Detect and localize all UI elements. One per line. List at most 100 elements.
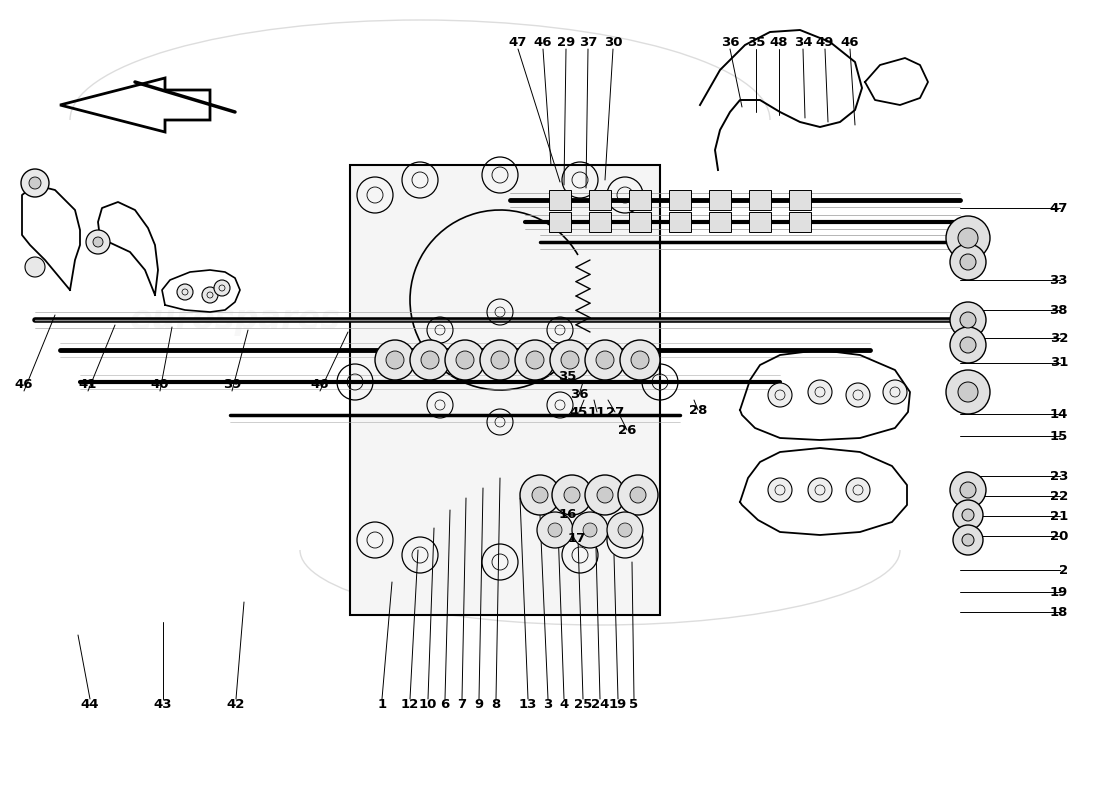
Text: 49: 49 [816, 37, 834, 50]
Circle shape [946, 370, 990, 414]
Text: 19: 19 [1049, 586, 1068, 598]
Text: 35: 35 [747, 37, 766, 50]
Text: 1: 1 [377, 698, 386, 711]
Text: 32: 32 [1049, 331, 1068, 345]
Text: 24: 24 [591, 698, 609, 711]
Bar [710, 190, 732, 210]
Text: 9: 9 [474, 698, 484, 711]
Bar [549, 212, 571, 232]
Circle shape [177, 284, 192, 300]
Text: 47: 47 [509, 37, 527, 50]
Circle shape [950, 472, 986, 508]
Circle shape [768, 383, 792, 407]
Text: 36: 36 [570, 389, 589, 402]
Text: 17: 17 [568, 531, 586, 545]
Bar [789, 212, 811, 232]
Circle shape [808, 478, 832, 502]
Circle shape [950, 302, 986, 338]
Text: 20: 20 [1049, 530, 1068, 542]
Circle shape [620, 340, 660, 380]
Text: 48: 48 [770, 37, 789, 50]
Text: 12: 12 [400, 698, 419, 711]
Text: 11: 11 [587, 406, 606, 418]
Circle shape [86, 230, 110, 254]
Circle shape [597, 487, 613, 503]
Text: 6: 6 [440, 698, 450, 711]
Bar [588, 190, 610, 210]
Circle shape [946, 216, 990, 260]
Text: 25: 25 [574, 698, 592, 711]
Circle shape [564, 487, 580, 503]
Circle shape [960, 254, 976, 270]
Circle shape [532, 487, 548, 503]
Circle shape [410, 340, 450, 380]
Text: 47: 47 [1049, 202, 1068, 214]
Circle shape [958, 228, 978, 248]
Text: 46: 46 [14, 378, 33, 391]
Circle shape [846, 478, 870, 502]
Text: 23: 23 [1049, 470, 1068, 482]
Text: 19: 19 [609, 698, 627, 711]
Circle shape [960, 337, 976, 353]
Circle shape [950, 244, 986, 280]
Text: 44: 44 [80, 698, 99, 711]
Circle shape [550, 340, 590, 380]
Circle shape [548, 523, 562, 537]
Text: 8: 8 [492, 698, 500, 711]
Text: 27: 27 [606, 406, 624, 418]
Text: 18: 18 [1049, 606, 1068, 618]
Circle shape [953, 525, 983, 555]
Circle shape [585, 340, 625, 380]
Text: 22: 22 [1049, 490, 1068, 502]
Text: 21: 21 [1049, 510, 1068, 522]
Circle shape [846, 383, 870, 407]
Circle shape [520, 475, 560, 515]
Text: 35: 35 [558, 370, 576, 383]
Text: 10: 10 [419, 698, 437, 711]
Text: 46: 46 [534, 37, 552, 50]
Text: 43: 43 [154, 698, 173, 711]
Text: 37: 37 [579, 37, 597, 50]
Circle shape [631, 351, 649, 369]
Text: 38: 38 [1049, 303, 1068, 317]
Circle shape [421, 351, 439, 369]
Circle shape [618, 523, 632, 537]
Text: 29: 29 [557, 37, 575, 50]
Bar [749, 212, 771, 232]
Circle shape [375, 340, 415, 380]
Circle shape [515, 340, 556, 380]
Circle shape [962, 509, 974, 521]
Text: 2: 2 [1059, 563, 1068, 577]
Text: 3: 3 [543, 698, 552, 711]
Circle shape [960, 312, 976, 328]
Text: 39: 39 [223, 378, 241, 391]
Text: 31: 31 [1049, 357, 1068, 370]
Circle shape [480, 340, 520, 380]
Circle shape [768, 478, 792, 502]
Bar [669, 212, 691, 232]
Circle shape [526, 351, 544, 369]
Circle shape [202, 287, 218, 303]
Circle shape [596, 351, 614, 369]
Bar [789, 190, 811, 210]
Text: 46: 46 [840, 37, 859, 50]
Bar [669, 190, 691, 210]
Circle shape [491, 351, 509, 369]
Circle shape [25, 257, 45, 277]
Circle shape [607, 512, 644, 548]
Circle shape [618, 475, 658, 515]
Circle shape [585, 475, 625, 515]
Circle shape [950, 327, 986, 363]
Text: 5: 5 [629, 698, 639, 711]
Text: 7: 7 [458, 698, 466, 711]
Polygon shape [350, 165, 660, 615]
Bar [629, 190, 651, 210]
Circle shape [808, 380, 832, 404]
Circle shape [386, 351, 404, 369]
Circle shape [960, 482, 976, 498]
Circle shape [29, 177, 41, 189]
Circle shape [456, 351, 474, 369]
Text: eurospares: eurospares [130, 303, 341, 337]
Text: 34: 34 [794, 37, 812, 50]
Circle shape [572, 512, 608, 548]
